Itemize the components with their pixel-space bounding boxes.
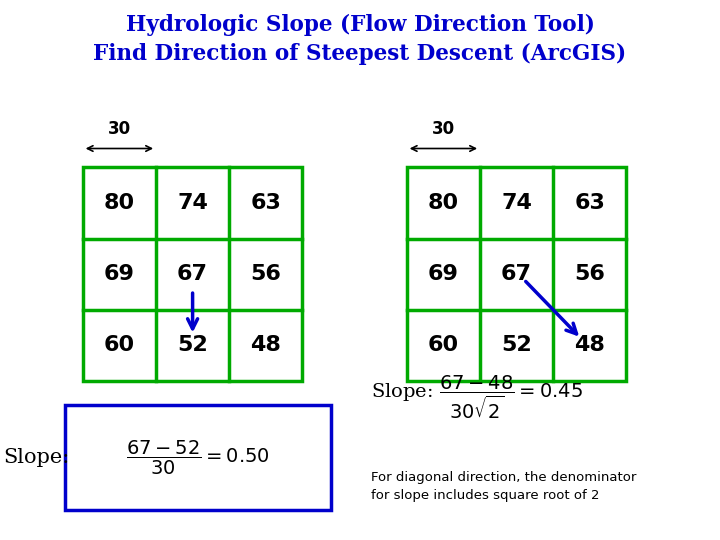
Text: $\dfrac{67-52}{30}=0.50$: $\dfrac{67-52}{30}=0.50$ xyxy=(126,438,270,477)
Text: 69: 69 xyxy=(104,264,135,284)
Bar xyxy=(407,167,626,381)
Text: 74: 74 xyxy=(177,193,208,213)
Text: 60: 60 xyxy=(104,335,135,355)
Bar xyxy=(83,167,302,381)
Text: Hydrologic Slope (Flow Direction Tool)
Find Direction of Steepest Descent (ArcGI: Hydrologic Slope (Flow Direction Tool) F… xyxy=(94,14,626,64)
Bar xyxy=(65,405,331,510)
Text: 63: 63 xyxy=(251,193,282,213)
Text: 69: 69 xyxy=(428,264,459,284)
Text: 52: 52 xyxy=(501,335,532,355)
Text: 67: 67 xyxy=(501,264,532,284)
Text: 30: 30 xyxy=(432,120,455,138)
Text: 30: 30 xyxy=(108,120,131,138)
Text: Slope:: Slope: xyxy=(4,448,70,467)
Text: 60: 60 xyxy=(428,335,459,355)
Text: 80: 80 xyxy=(428,193,459,213)
Text: 67: 67 xyxy=(177,264,208,284)
Text: 56: 56 xyxy=(575,264,606,284)
Text: 48: 48 xyxy=(575,335,606,355)
Text: 74: 74 xyxy=(501,193,532,213)
Text: Slope: $\dfrac{67-48}{30\sqrt{2}}=0.45$: Slope: $\dfrac{67-48}{30\sqrt{2}}=0.45$ xyxy=(371,373,582,421)
Text: 80: 80 xyxy=(104,193,135,213)
Text: 63: 63 xyxy=(575,193,606,213)
Text: For diagonal direction, the denominator
for slope includes square root of 2: For diagonal direction, the denominator … xyxy=(371,470,636,502)
Text: 52: 52 xyxy=(177,335,208,355)
Text: 48: 48 xyxy=(251,335,282,355)
Text: 56: 56 xyxy=(251,264,282,284)
